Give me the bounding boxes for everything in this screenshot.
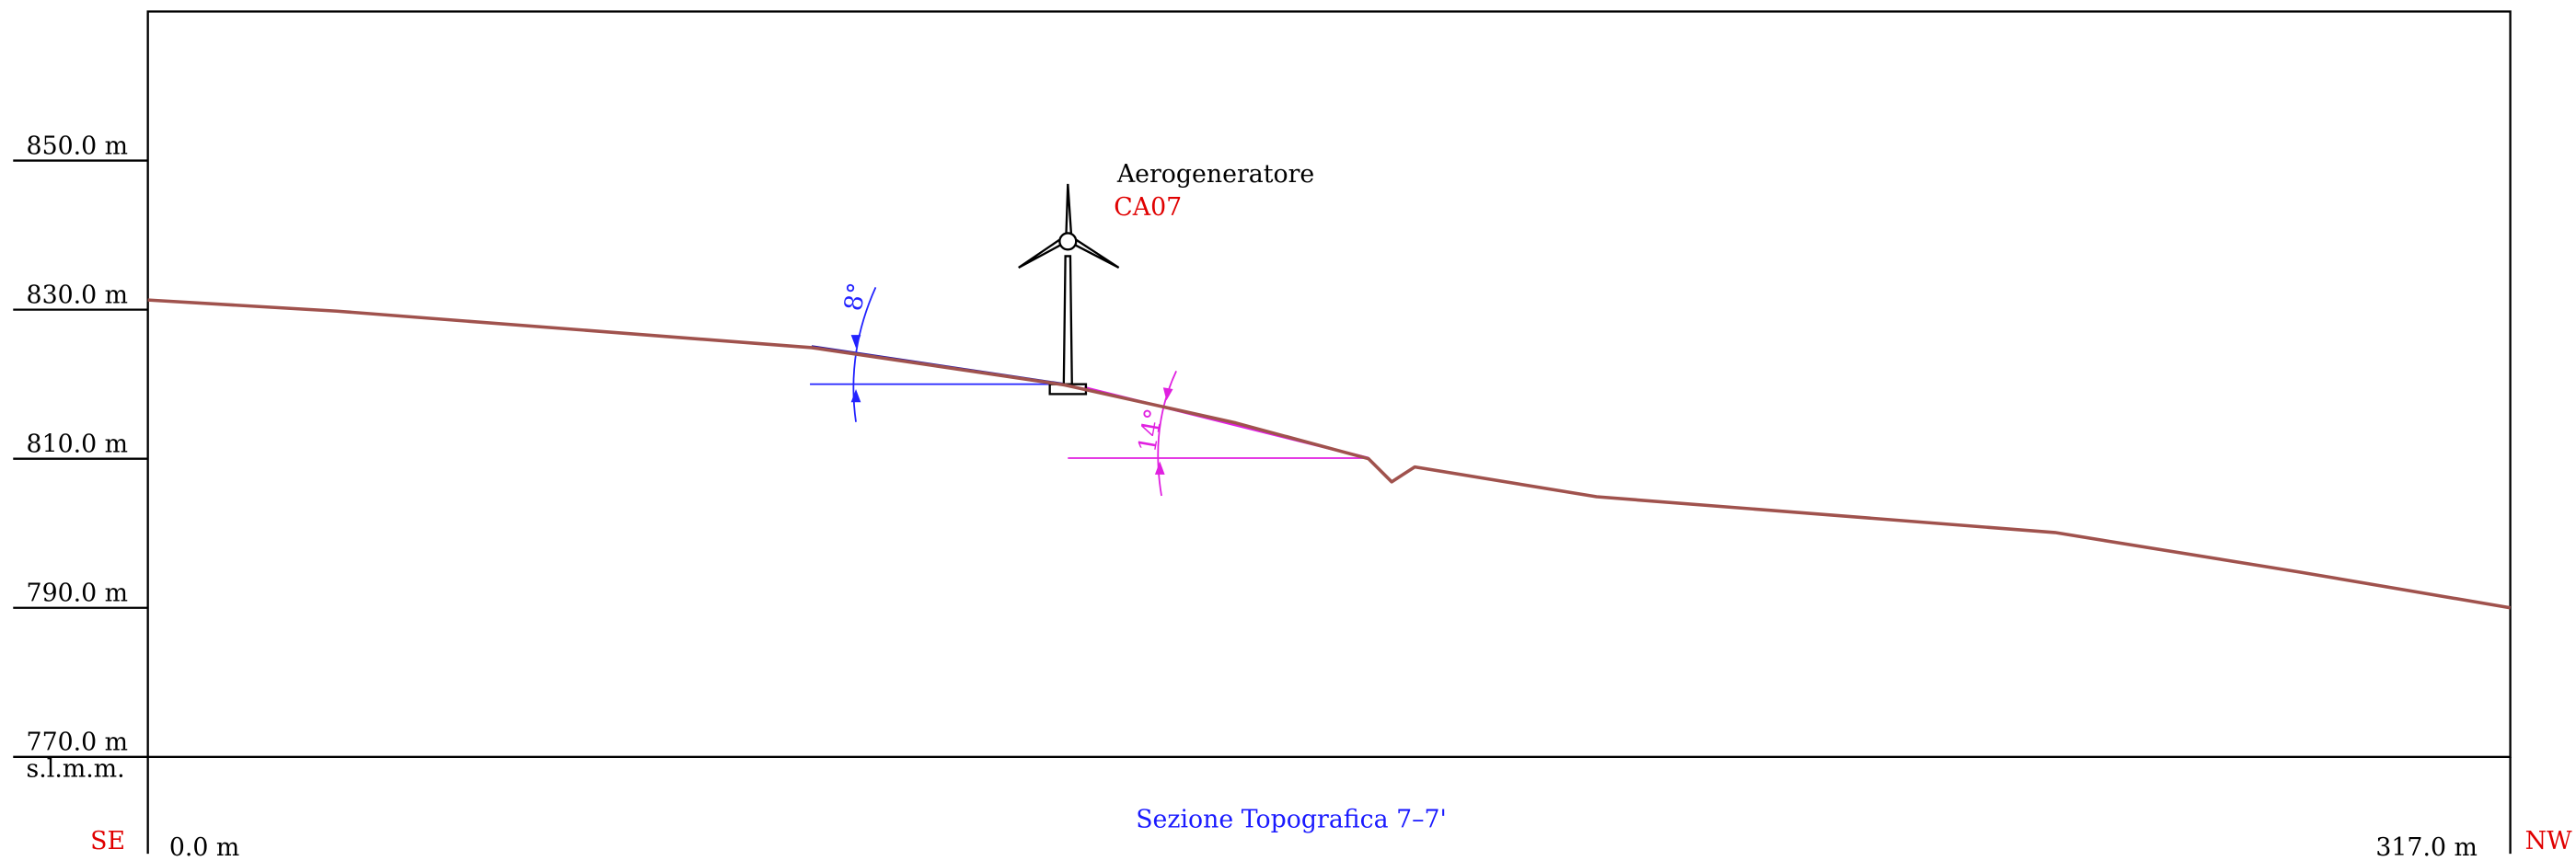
y-tick-label: 770.0 m — [27, 729, 129, 757]
y-tick-label: 810.0 m — [27, 430, 129, 459]
y-axis-label: s.l.m.m. — [27, 754, 125, 783]
y-tick-label: 850.0 m — [27, 132, 129, 160]
right-label: NW — [2525, 827, 2572, 855]
x-tick-label: 0.0 m — [169, 833, 239, 861]
frame — [146, 10, 2512, 758]
turbine-id: CA07 — [1114, 193, 1182, 222]
turbine — [1018, 183, 1120, 396]
profile-line — [147, 298, 2511, 610]
y-tick-label: 830.0 m — [27, 281, 129, 309]
slope-right-label: 14° — [1133, 407, 1169, 454]
turbine-label: Aerogeneratore — [1116, 160, 1314, 189]
slope-left-label: 8° — [839, 281, 872, 313]
x-tick-label: 317.0 m — [2375, 833, 2478, 861]
chart-title: Sezione Topografica 7–7' — [1136, 806, 1447, 834]
left-label: SE — [90, 827, 125, 855]
slope-right — [1068, 371, 1369, 497]
y-tick-label: 790.0 m — [27, 580, 129, 608]
